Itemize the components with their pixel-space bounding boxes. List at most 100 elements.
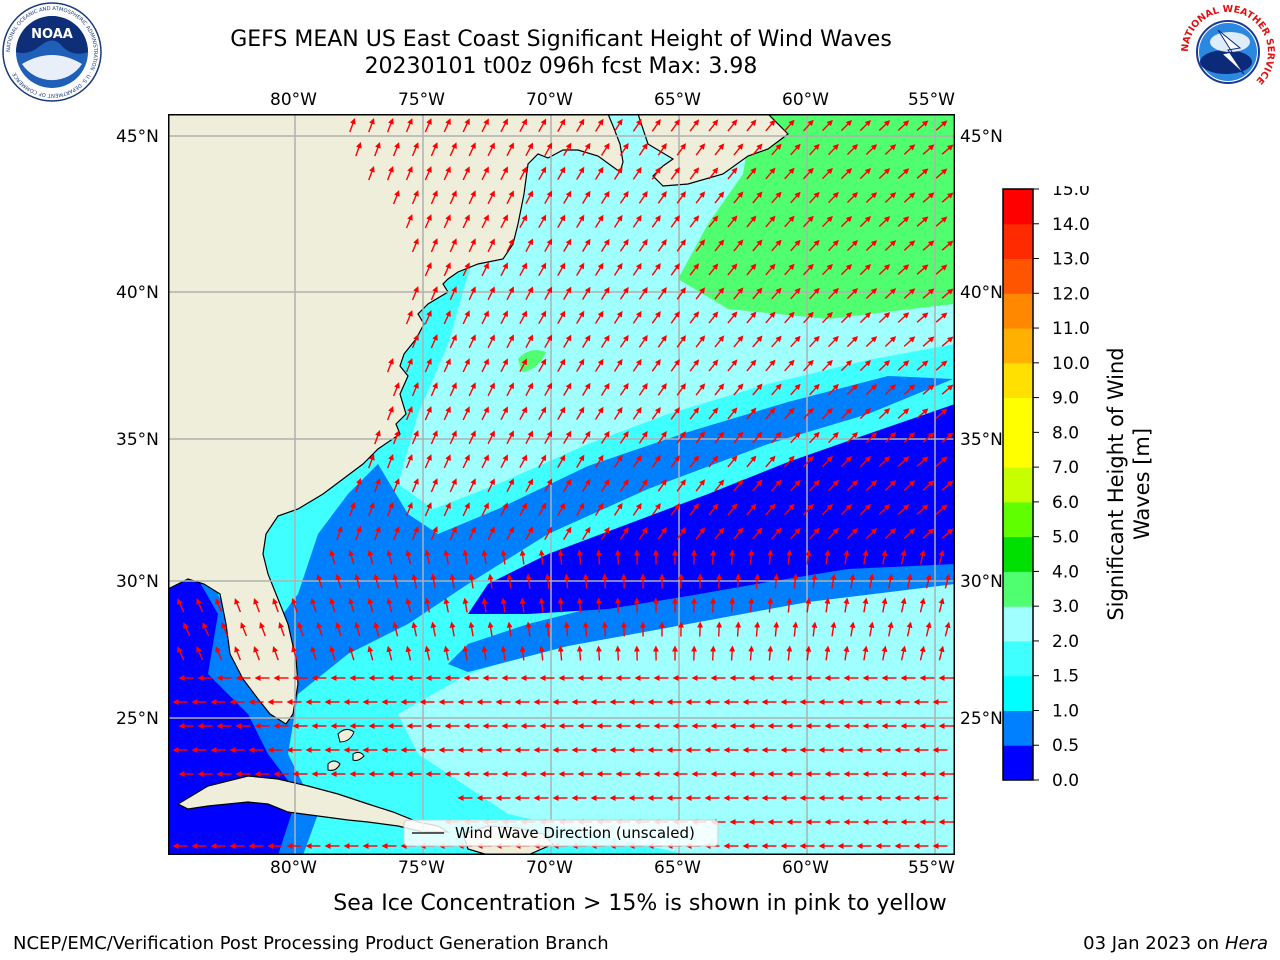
wave-direction-arrow <box>884 384 897 396</box>
wave-direction-arrow <box>613 262 623 276</box>
wave-direction-arrow <box>771 383 782 396</box>
colorbar-block <box>1003 571 1033 607</box>
wave-direction-arrow <box>487 526 495 541</box>
wave-direction-arrow <box>525 142 534 157</box>
colorbar-tick-label: 1.0 <box>1052 701 1079 721</box>
colorbar-block <box>1003 362 1033 399</box>
lon-label-bottom-65w: 65°W <box>654 858 701 878</box>
wave-direction-arrow <box>576 214 585 228</box>
wave-direction-arrow <box>840 167 853 180</box>
colorbar-block <box>1003 536 1033 572</box>
wave-direction-arrow <box>411 526 419 541</box>
wave-direction-arrow <box>519 454 528 469</box>
wave-direction-arrow <box>386 406 394 421</box>
wave-direction-arrow <box>846 143 859 156</box>
wave-direction-arrow <box>651 455 661 468</box>
wave-direction-arrow <box>386 549 393 565</box>
wave-direction-arrow <box>405 454 413 469</box>
wave-direction-arrow <box>865 480 878 492</box>
wave-direction-arrow <box>519 262 528 277</box>
wave-direction-arrow <box>935 168 948 179</box>
wave-direction-arrow <box>329 645 336 661</box>
wave-direction-arrow <box>544 238 553 253</box>
colorbar-tick-label: 12.0 <box>1052 284 1090 304</box>
wave-direction-arrow <box>843 597 850 613</box>
wave-direction-arrow <box>827 191 839 204</box>
wave-direction-arrow <box>727 407 738 420</box>
wave-direction-arrow <box>563 478 572 492</box>
wave-direction-arrow <box>935 216 948 227</box>
wave-direction-arrow <box>443 597 450 613</box>
wave-direction-arrow <box>632 406 642 420</box>
wave-direction-arrow <box>938 645 945 661</box>
wave-direction-arrow <box>651 311 661 324</box>
wave-direction-arrow <box>500 118 508 133</box>
wave-direction-arrow <box>348 597 355 613</box>
wave-direction-arrow <box>735 621 742 637</box>
wave-direction-arrow <box>291 645 298 661</box>
wave-direction-arrow <box>733 527 744 540</box>
wave-direction-arrow <box>676 191 686 204</box>
wave-direction-arrow <box>544 478 553 493</box>
wave-direction-arrow <box>676 287 686 300</box>
wave-direction-arrow <box>519 597 526 613</box>
wave-direction-arrow <box>786 645 793 661</box>
wave-direction-arrow <box>619 190 629 204</box>
wave-direction-arrow <box>487 621 494 637</box>
wave-direction-arrow <box>868 621 875 637</box>
wave-direction-arrow <box>215 598 223 613</box>
wave-direction-arrow <box>538 358 547 373</box>
wave-direction-arrow <box>859 119 872 132</box>
lat-label-left-35n: 35°N <box>116 430 159 450</box>
wave-direction-arrow <box>576 645 583 661</box>
wave-direction-arrow <box>884 144 897 156</box>
wave-direction-arrow <box>506 238 514 253</box>
wave-direction-arrow <box>613 310 623 324</box>
wave-direction-arrow <box>727 503 738 516</box>
wave-direction-arrow <box>771 143 782 156</box>
wave-direction-arrow <box>278 622 285 637</box>
wave-direction-arrow <box>600 286 610 300</box>
wave-direction-arrow <box>773 621 780 637</box>
wave-direction-arrow <box>878 360 891 372</box>
wave-direction-arrow <box>373 621 380 637</box>
wave-direction-arrow <box>613 454 623 468</box>
wave-direction-arrow <box>405 118 413 133</box>
wave-direction-arrow <box>710 549 717 565</box>
wave-direction-arrow <box>500 262 508 277</box>
wave-direction-arrow <box>424 406 432 421</box>
wave-direction-arrow <box>619 142 629 156</box>
wave-direction-arrow <box>563 430 572 444</box>
wave-direction-arrow <box>557 549 564 565</box>
wave-direction-arrow <box>767 597 774 613</box>
wave-direction-arrow <box>595 406 604 420</box>
wave-direction-arrow <box>348 645 355 661</box>
wave-direction-arrow <box>827 383 839 396</box>
wave-direction-arrow <box>865 528 878 540</box>
wave-direction-arrow <box>506 286 514 301</box>
wave-direction-arrow <box>708 359 719 372</box>
wave-direction-arrow <box>919 597 926 613</box>
wave-direction-arrow <box>557 645 564 661</box>
wave-direction-arrow <box>468 238 476 253</box>
wave-direction-arrow <box>733 383 744 396</box>
wave-direction-arrow <box>884 528 897 540</box>
wave-direction-arrow <box>632 502 642 516</box>
wave-direction-arrow <box>878 120 891 132</box>
wave-direction-arrow <box>897 168 910 179</box>
wave-direction-arrow <box>897 360 910 371</box>
wave-band-mid <box>168 376 955 855</box>
colorbar-block <box>1003 606 1033 642</box>
wave-direction-arrow <box>234 646 242 661</box>
wave-direction-arrow <box>846 191 859 204</box>
wave-direction-arrow <box>765 407 776 420</box>
wave-direction-arrow <box>392 430 400 445</box>
footer-left: NCEP/EMC/Verification Post Processing Pr… <box>13 933 609 954</box>
wave-direction-arrow <box>638 526 648 540</box>
wave-direction-arrow <box>900 645 907 661</box>
wave-direction-arrow <box>651 407 661 420</box>
wave-direction-arrow <box>765 455 776 468</box>
wave-direction-arrow <box>368 166 375 181</box>
wave-direction-arrow <box>903 240 916 251</box>
wave-direction-arrow <box>735 573 742 589</box>
